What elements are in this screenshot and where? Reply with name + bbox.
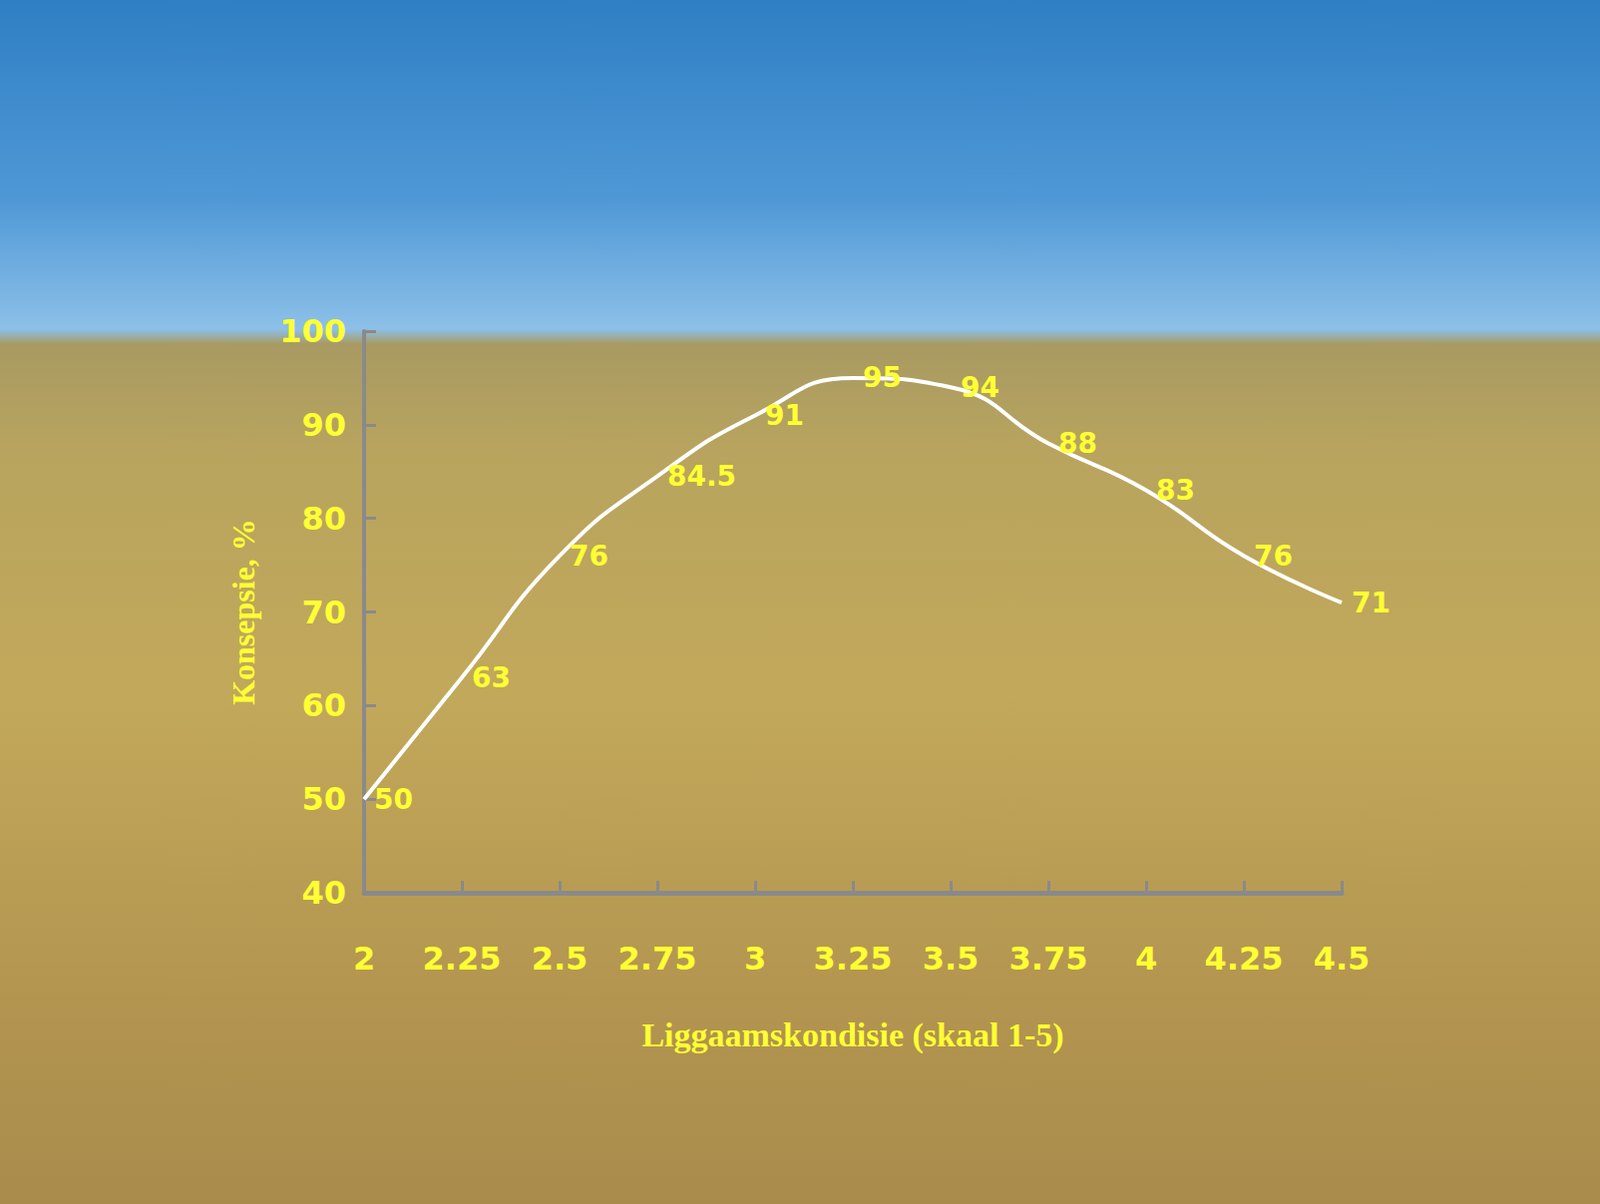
svg-text:4.5: 4.5 — [1313, 939, 1371, 978]
svg-text:100: 100 — [279, 312, 347, 351]
svg-text:2.5: 2.5 — [531, 939, 589, 978]
svg-text:4: 4 — [1135, 939, 1158, 978]
svg-text:94: 94 — [960, 371, 1000, 404]
svg-text:71: 71 — [1351, 586, 1391, 620]
svg-text:83: 83 — [1156, 473, 1196, 507]
svg-text:2.25: 2.25 — [422, 939, 502, 978]
svg-text:80: 80 — [301, 499, 347, 538]
svg-text:4.25: 4.25 — [1204, 939, 1284, 978]
svg-text:76: 76 — [1253, 539, 1293, 573]
svg-text:Konsepsie, %: Konsepsie, % — [225, 518, 262, 706]
svg-text:3.25: 3.25 — [813, 939, 893, 978]
svg-text:76: 76 — [569, 539, 609, 573]
svg-text:3.5: 3.5 — [922, 939, 980, 978]
svg-text:2.75: 2.75 — [618, 939, 698, 978]
svg-text:3: 3 — [744, 939, 767, 978]
svg-text:95: 95 — [862, 361, 902, 395]
svg-text:90: 90 — [301, 405, 347, 444]
svg-text:40: 40 — [301, 873, 347, 912]
svg-text:50: 50 — [301, 780, 347, 818]
svg-text:84.5: 84.5 — [667, 459, 737, 493]
svg-text:3.75: 3.75 — [1009, 939, 1089, 978]
svg-text:63: 63 — [471, 661, 511, 695]
svg-text:60: 60 — [301, 686, 347, 725]
svg-text:50: 50 — [374, 783, 413, 816]
svg-text:70: 70 — [301, 593, 347, 632]
svg-text:Liggaamskondisie (skaal 1-5): Liggaamskondisie (skaal 1-5) — [641, 1016, 1064, 1055]
svg-text:91: 91 — [765, 399, 804, 432]
svg-text:88: 88 — [1058, 426, 1098, 460]
svg-text:2: 2 — [353, 939, 376, 978]
